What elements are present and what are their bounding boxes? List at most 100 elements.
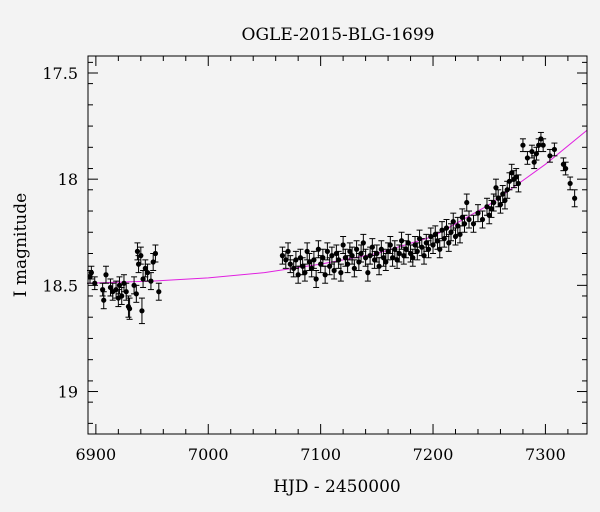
data-point bbox=[137, 246, 144, 265]
data-point-marker bbox=[279, 253, 286, 259]
data-point-marker bbox=[88, 270, 94, 276]
data-point bbox=[501, 191, 508, 210]
data-point bbox=[138, 297, 145, 325]
data-point-marker bbox=[479, 216, 486, 223]
data-point-marker bbox=[398, 238, 405, 244]
data-point-marker bbox=[421, 253, 427, 259]
data-point bbox=[387, 236, 394, 254]
data-point bbox=[474, 204, 481, 223]
data-point bbox=[533, 146, 540, 161]
chart-title: OGLE-2015-BLG-1699 bbox=[242, 25, 435, 45]
data-point bbox=[140, 269, 147, 288]
data-point bbox=[470, 214, 477, 233]
data-point bbox=[510, 170, 517, 189]
data-point-marker bbox=[432, 231, 438, 237]
x-axis-label: HJD - 2450000 bbox=[273, 477, 401, 497]
data-point-marker bbox=[450, 219, 456, 225]
data-point bbox=[479, 210, 486, 229]
data-point bbox=[486, 206, 493, 225]
data-point-marker bbox=[140, 276, 146, 282]
data-point-marker bbox=[107, 284, 114, 291]
data-point bbox=[304, 242, 311, 261]
data-point bbox=[147, 272, 154, 291]
data-point-marker bbox=[495, 195, 501, 201]
data-point bbox=[443, 219, 450, 238]
data-point-marker bbox=[513, 174, 519, 180]
data-point-marker bbox=[515, 180, 522, 187]
data-point-marker bbox=[464, 199, 470, 206]
data-point-marker bbox=[461, 221, 468, 227]
data-point-marker bbox=[459, 214, 465, 220]
data-point-marker bbox=[529, 148, 535, 155]
data-point-marker bbox=[358, 250, 364, 257]
data-point-marker bbox=[126, 306, 133, 312]
x-tick-label: 7100 bbox=[300, 445, 341, 464]
data-point bbox=[102, 265, 109, 284]
data-point-marker bbox=[333, 250, 339, 257]
data-point-marker bbox=[551, 146, 558, 153]
data-point-marker bbox=[488, 206, 495, 212]
data-point bbox=[317, 255, 324, 274]
data-point bbox=[337, 263, 344, 282]
plot-frame bbox=[87, 55, 588, 435]
data-point bbox=[358, 244, 365, 263]
x-tick-label: 6900 bbox=[76, 445, 117, 464]
data-point-marker bbox=[470, 221, 477, 227]
data-point bbox=[362, 248, 369, 267]
data-points-layer bbox=[87, 131, 578, 325]
data-point-marker bbox=[360, 240, 366, 246]
data-point bbox=[331, 261, 338, 280]
data-point bbox=[287, 255, 294, 274]
data-point bbox=[551, 142, 558, 157]
data-point bbox=[448, 223, 455, 242]
data-point bbox=[100, 291, 107, 310]
data-point bbox=[376, 257, 383, 276]
y-axis-label: I magnitude bbox=[11, 193, 31, 297]
data-point bbox=[279, 246, 286, 265]
data-point-marker bbox=[331, 267, 337, 274]
data-point bbox=[310, 250, 317, 269]
data-point-marker bbox=[425, 246, 432, 252]
data-point-marker bbox=[362, 255, 369, 261]
data-point-marker bbox=[295, 272, 301, 278]
data-point-marker bbox=[349, 253, 355, 259]
data-point bbox=[567, 176, 574, 191]
data-point bbox=[133, 284, 140, 303]
data-point-marker bbox=[371, 257, 378, 263]
data-point-marker bbox=[315, 246, 321, 252]
data-point-marker bbox=[430, 242, 436, 248]
data-point-marker bbox=[311, 257, 317, 263]
data-point-marker bbox=[531, 159, 537, 165]
data-point-marker bbox=[491, 199, 497, 206]
y-tick-label: 18.5 bbox=[42, 276, 78, 295]
data-point bbox=[144, 263, 151, 282]
data-point-marker bbox=[365, 270, 371, 276]
data-point-marker bbox=[540, 142, 546, 148]
data-point bbox=[335, 250, 342, 269]
data-point bbox=[353, 240, 360, 259]
data-point-marker bbox=[452, 233, 459, 240]
data-point bbox=[380, 248, 387, 267]
data-point-marker bbox=[306, 259, 313, 265]
data-point-marker bbox=[396, 250, 402, 257]
data-point-marker bbox=[405, 240, 411, 246]
data-point bbox=[515, 174, 522, 193]
data-point bbox=[441, 229, 448, 248]
data-point-marker bbox=[320, 255, 326, 261]
data-point bbox=[301, 263, 308, 282]
data-point bbox=[134, 242, 141, 261]
data-point bbox=[319, 248, 326, 267]
data-point-marker bbox=[369, 244, 375, 250]
data-point-marker bbox=[380, 255, 387, 261]
data-point-marker bbox=[563, 165, 569, 172]
data-point-marker bbox=[329, 253, 335, 259]
data-point-marker bbox=[441, 236, 447, 242]
data-point-marker bbox=[342, 255, 348, 261]
data-point bbox=[99, 282, 106, 297]
data-point-marker bbox=[407, 250, 414, 257]
data-point-marker bbox=[152, 250, 159, 257]
data-point bbox=[436, 240, 443, 259]
data-point-marker bbox=[119, 293, 125, 299]
data-point-marker bbox=[100, 286, 106, 293]
